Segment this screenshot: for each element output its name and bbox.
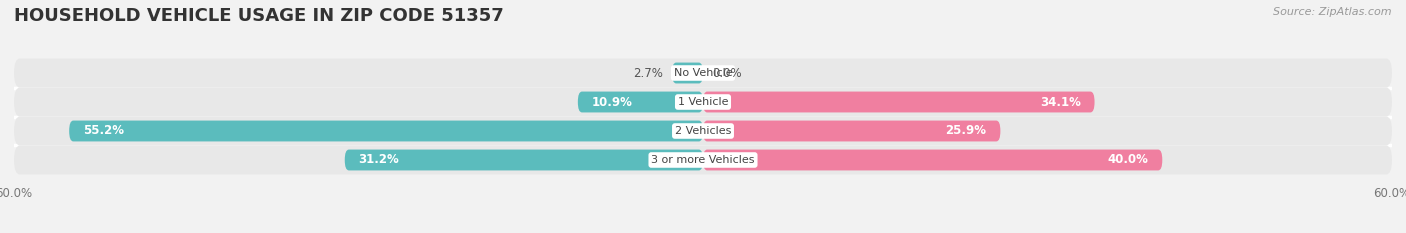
- FancyBboxPatch shape: [14, 88, 1392, 116]
- Text: 34.1%: 34.1%: [1040, 96, 1081, 109]
- FancyBboxPatch shape: [703, 92, 1094, 113]
- Text: 10.9%: 10.9%: [592, 96, 633, 109]
- Text: 2 Vehicles: 2 Vehicles: [675, 126, 731, 136]
- FancyBboxPatch shape: [14, 58, 1392, 88]
- Text: No Vehicle: No Vehicle: [673, 68, 733, 78]
- FancyBboxPatch shape: [672, 63, 703, 83]
- FancyBboxPatch shape: [703, 150, 1163, 170]
- FancyBboxPatch shape: [703, 120, 1001, 141]
- Text: 25.9%: 25.9%: [946, 124, 987, 137]
- Text: 1 Vehicle: 1 Vehicle: [678, 97, 728, 107]
- Text: 2.7%: 2.7%: [633, 66, 662, 79]
- Text: 31.2%: 31.2%: [359, 154, 399, 167]
- FancyBboxPatch shape: [69, 120, 703, 141]
- Text: Source: ZipAtlas.com: Source: ZipAtlas.com: [1274, 7, 1392, 17]
- FancyBboxPatch shape: [344, 150, 703, 170]
- Text: HOUSEHOLD VEHICLE USAGE IN ZIP CODE 51357: HOUSEHOLD VEHICLE USAGE IN ZIP CODE 5135…: [14, 7, 503, 25]
- FancyBboxPatch shape: [578, 92, 703, 113]
- FancyBboxPatch shape: [14, 116, 1392, 145]
- Text: 40.0%: 40.0%: [1108, 154, 1149, 167]
- FancyBboxPatch shape: [14, 145, 1392, 175]
- Text: 3 or more Vehicles: 3 or more Vehicles: [651, 155, 755, 165]
- Text: 0.0%: 0.0%: [713, 66, 742, 79]
- Legend: Owner-occupied, Renter-occupied: Owner-occupied, Renter-occupied: [572, 228, 834, 233]
- Text: 55.2%: 55.2%: [83, 124, 124, 137]
